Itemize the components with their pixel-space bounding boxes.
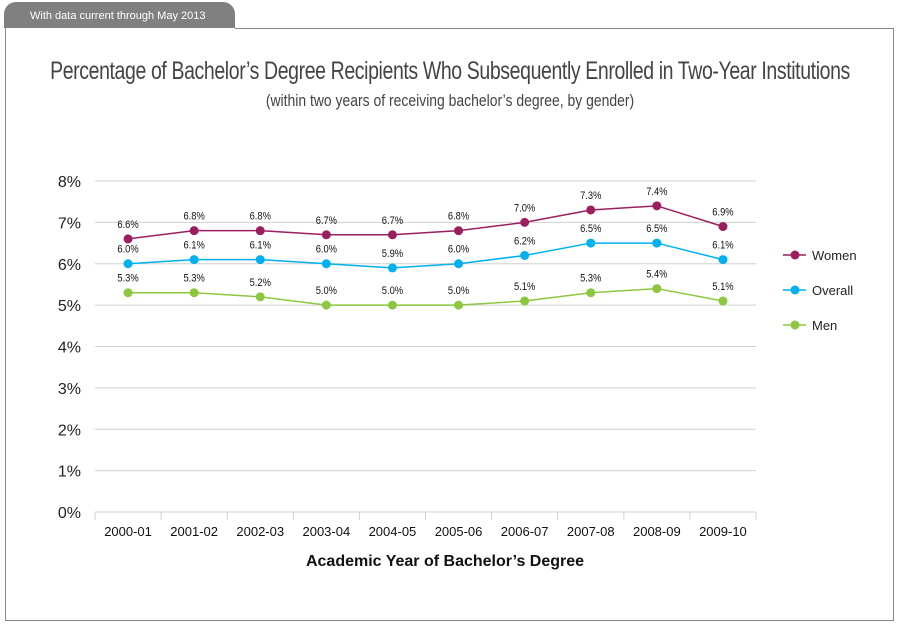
- chart-frame: [5, 28, 894, 621]
- data-point-overall: [652, 238, 662, 248]
- chart-title: Percentage of Bachelor’s Degree Recipien…: [50, 57, 850, 85]
- data-point-men: [652, 284, 662, 294]
- series-line-overall: [128, 242, 724, 269]
- data-point-women: [189, 226, 199, 236]
- x-tick-label: 2009-10: [699, 524, 747, 539]
- data-point-women: [454, 226, 464, 236]
- y-tick-label: 6%: [58, 257, 81, 274]
- data-label: 6.7%: [382, 215, 403, 227]
- data-point-men: [321, 300, 331, 310]
- data-label: 6.1%: [712, 240, 733, 252]
- data-point-men: [520, 296, 530, 306]
- data-point-women: [652, 201, 662, 211]
- data-point-overall: [255, 255, 265, 265]
- x-tick-label: 2004-05: [369, 524, 417, 539]
- data-label: 6.0%: [117, 244, 138, 256]
- x-tick-label: 2001-02: [170, 524, 218, 539]
- data-point-overall: [387, 263, 397, 273]
- data-label: 6.8%: [184, 211, 205, 223]
- data-point-men: [586, 288, 596, 298]
- data-point-women: [255, 226, 265, 236]
- data-point-overall: [321, 259, 331, 269]
- data-point-overall: [189, 255, 199, 265]
- legend-marker-women: [790, 250, 800, 260]
- legend-marker-men: [790, 320, 800, 330]
- x-axis-label: Academic Year of Bachelor’s Degree: [305, 553, 585, 570]
- data-label: 6.8%: [448, 211, 469, 223]
- y-tick-label: 8%: [58, 174, 81, 191]
- data-label: 5.0%: [382, 286, 403, 298]
- data-point-men: [718, 296, 728, 306]
- legend-label-overall: Overall: [812, 283, 853, 298]
- y-tick-label: 7%: [58, 215, 81, 232]
- data-label: 5.0%: [448, 286, 469, 298]
- data-label: 7.0%: [514, 203, 535, 215]
- data-label: 6.9%: [712, 207, 733, 219]
- legend-marker-overall: [790, 285, 800, 295]
- data-label: 5.4%: [646, 269, 667, 281]
- y-tick-label: 1%: [58, 464, 81, 481]
- frame-top-border: [235, 28, 894, 29]
- data-label: 7.3%: [580, 190, 601, 202]
- data-label: 6.1%: [250, 240, 271, 252]
- data-label: 5.0%: [316, 286, 337, 298]
- data-label: 5.3%: [184, 273, 205, 285]
- data-point-overall: [718, 255, 728, 265]
- x-tick-label: 2007-08: [567, 524, 615, 539]
- data-point-men: [189, 288, 199, 298]
- y-tick-label: 2%: [58, 422, 81, 439]
- legend-label-men: Men: [812, 318, 837, 333]
- series-line-men: [128, 287, 724, 306]
- data-label: 6.0%: [448, 244, 469, 256]
- data-label: 6.7%: [316, 215, 337, 227]
- data-point-women: [718, 222, 728, 232]
- y-tick-label: 3%: [58, 381, 81, 398]
- data-label: 5.3%: [117, 273, 138, 285]
- series-line-women: [127, 205, 724, 240]
- data-point-women: [387, 230, 397, 240]
- data-point-men: [454, 300, 464, 310]
- data-label: 5.3%: [580, 273, 601, 285]
- data-point-overall: [586, 238, 596, 248]
- data-label: 5.1%: [514, 281, 535, 293]
- data-label: 6.8%: [250, 211, 271, 223]
- x-tick-label: 2000-01: [104, 524, 152, 539]
- data-point-overall: [454, 259, 464, 269]
- data-label: 5.9%: [382, 248, 403, 260]
- data-point-men: [387, 300, 397, 310]
- x-tick-label: 2006-07: [501, 524, 549, 539]
- chart-subtitle: (within two years of receiving bachelor’…: [265, 91, 635, 110]
- data-point-women: [586, 205, 596, 215]
- data-point-women: [123, 234, 133, 244]
- data-point-overall: [520, 250, 530, 260]
- data-currency-tab: With data current through May 2013: [4, 2, 235, 28]
- data-point-women: [520, 217, 530, 227]
- data-label: 5.1%: [712, 281, 733, 293]
- data-point-men: [123, 288, 133, 298]
- data-point-women: [321, 230, 331, 240]
- x-tick-label: 2002-03: [236, 524, 284, 539]
- data-point-men: [255, 292, 265, 302]
- data-point-overall: [123, 259, 133, 269]
- y-tick-label: 4%: [58, 340, 81, 357]
- x-tick-label: 2003-04: [302, 524, 350, 539]
- data-label: 6.2%: [514, 236, 535, 248]
- data-label: 5.2%: [250, 277, 271, 289]
- data-label: 6.1%: [184, 240, 205, 252]
- x-tick-label: 2008-09: [633, 524, 681, 539]
- y-tick-label: 5%: [58, 298, 81, 315]
- data-label: 6.5%: [580, 223, 601, 235]
- data-label: 7.4%: [646, 186, 667, 198]
- data-label: 6.5%: [646, 223, 667, 235]
- data-label: 6.0%: [316, 244, 337, 256]
- y-tick-label: 0%: [58, 505, 81, 522]
- legend-label-women: Women: [812, 248, 857, 263]
- data-label: 6.6%: [117, 219, 138, 231]
- x-tick-label: 2005-06: [435, 524, 483, 539]
